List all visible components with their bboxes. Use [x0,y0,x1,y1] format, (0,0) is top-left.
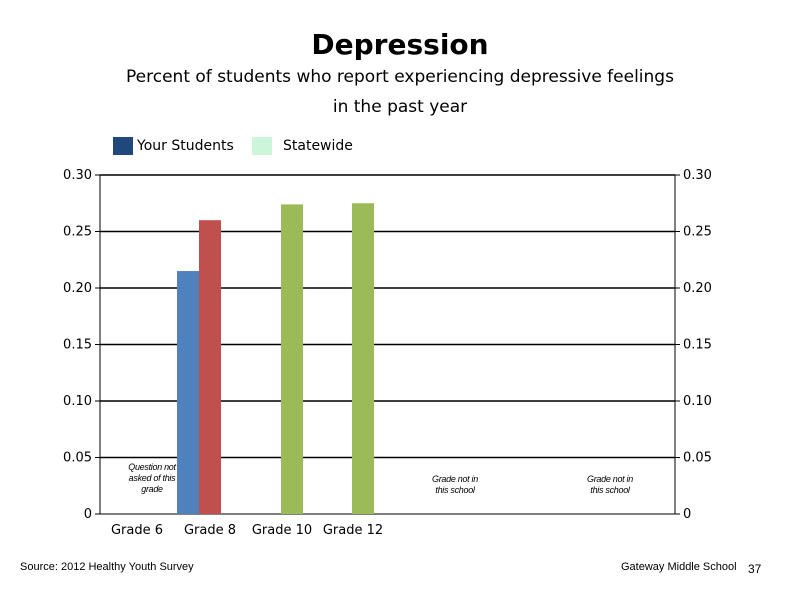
chart-subtitle-line-2: in the past year [332,97,468,117]
note-grade-10-column: Grade not in this school [432,474,478,495]
x-tick-label: Grade 6 [111,523,163,538]
y-tick-label-left: 0.30 [63,168,92,183]
chart-subtitle-line-1: Percent of students who report experienc… [126,67,674,87]
y-tick-label-right: 0.20 [683,281,712,296]
source-text: Source: 2012 Healthy Youth Survey [20,561,194,573]
y-tick-label-left: 0.25 [63,225,92,240]
legend-label-statewide: Statewide [283,138,353,154]
y-tick-label-right: 0 [683,507,691,522]
y-tick-label-left: 0.20 [63,281,92,296]
y-tick-label-left: 0 [84,507,92,522]
legend-swatch-statewide [252,137,272,155]
y-tick-label-right: 0.10 [683,394,712,409]
y-tick-label-left: 0.15 [63,338,92,353]
bar-statewide-grade-8 [199,220,221,514]
y-tick-label-right: 0.05 [683,451,712,466]
y-tick-label-right: 0.25 [683,225,712,240]
bar-your-students-grade-8 [177,271,199,514]
school-name: Gateway Middle School [621,561,737,573]
bar-statewide-grade-10 [281,204,303,514]
note-grade-12-column: Grade not in this school [587,474,633,495]
y-tick-label-left: 0.05 [63,451,92,466]
x-tick-label: Grade 8 [184,523,236,538]
bar-statewide-grade-12 [352,203,374,514]
legend-swatch-your-students [113,137,133,155]
x-tick-label: Grade 12 [323,523,383,538]
y-tick-label-left: 0.10 [63,394,92,409]
legend-label-your-students: Your Students [137,138,234,154]
page-number: 37 [748,562,762,576]
x-tick-label: Grade 10 [252,523,312,538]
chart-title: Depression [311,28,489,61]
y-tick-label-right: 0.30 [683,168,712,183]
note-grade-6: Question not asked of this grade [128,462,176,494]
y-tick-label-right: 0.15 [683,338,712,353]
